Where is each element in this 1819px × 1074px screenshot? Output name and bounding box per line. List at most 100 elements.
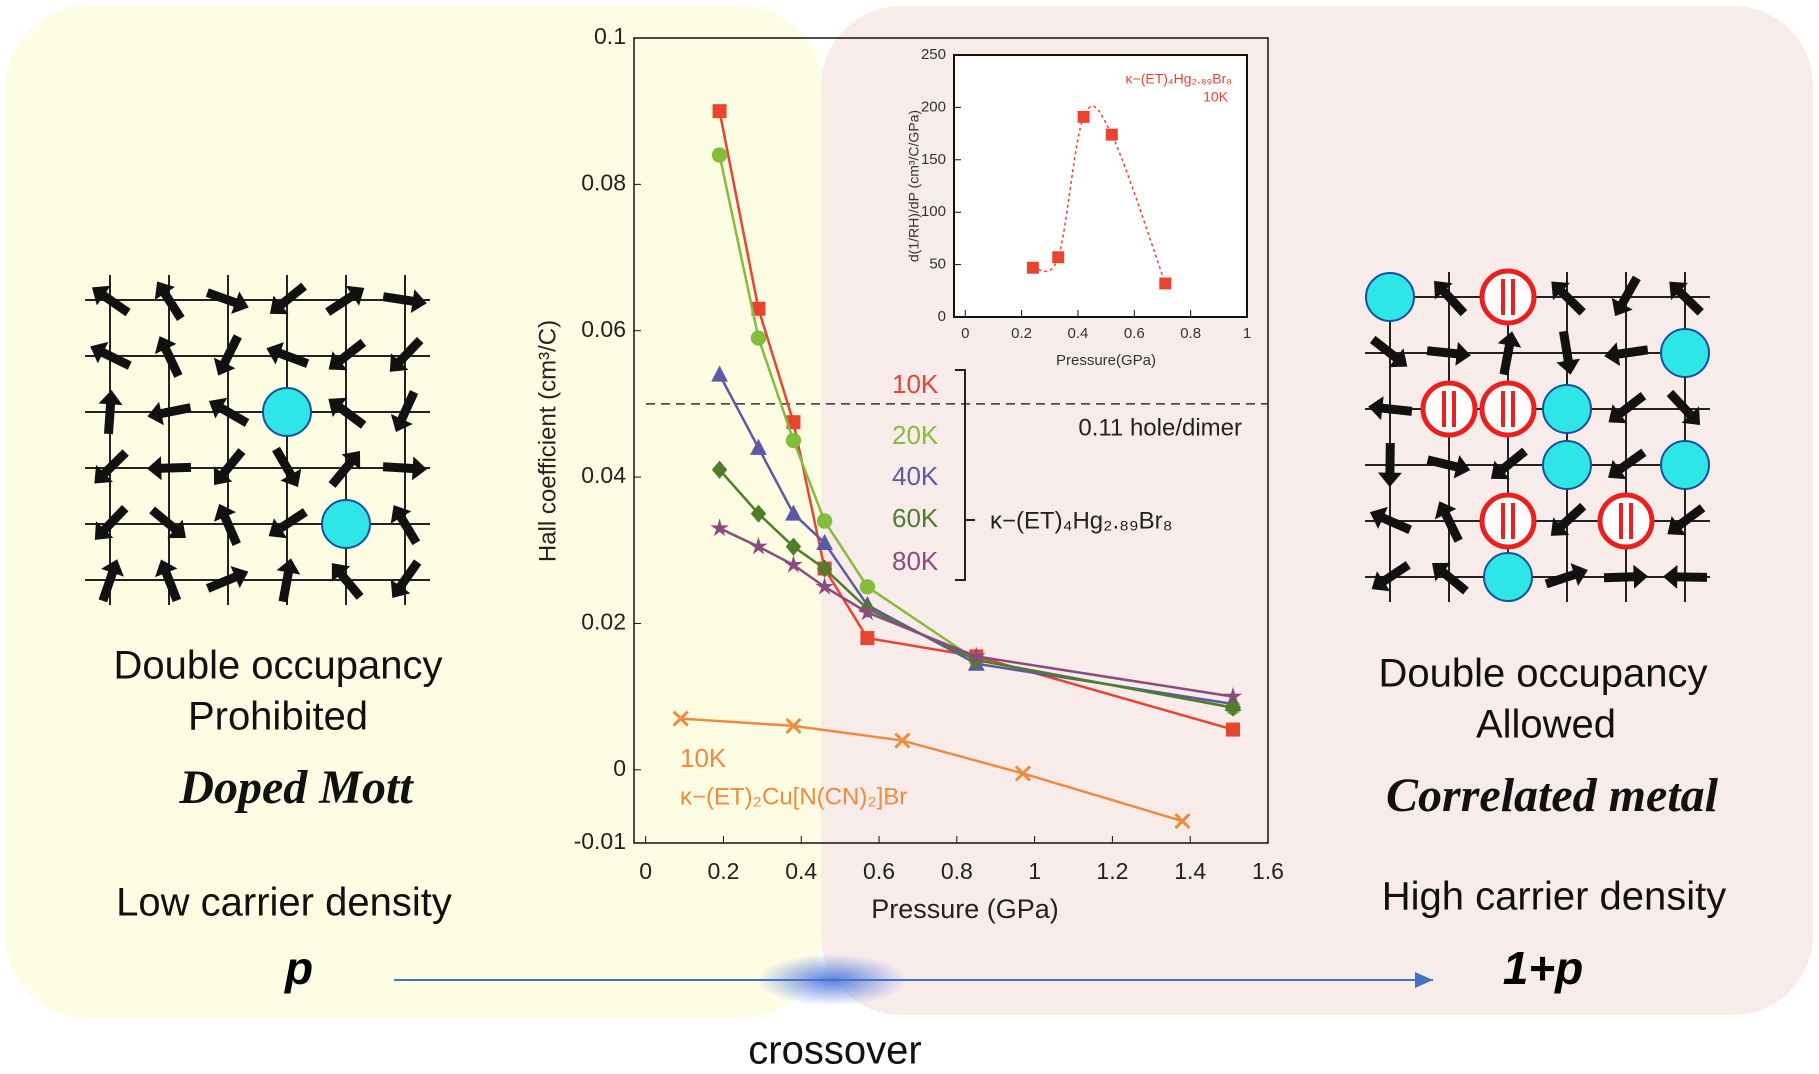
x-tick-label: 1.2 <box>1096 858 1128 884</box>
spin-arrow-head <box>1453 455 1471 479</box>
series-label: 10K <box>680 743 727 773</box>
point <box>1223 686 1243 705</box>
spin-arrow <box>205 288 241 309</box>
point <box>711 147 728 163</box>
spin-arrow-head <box>1633 564 1648 589</box>
point <box>750 504 767 523</box>
spin-arrow-head <box>1377 472 1402 487</box>
hole-site <box>1483 552 1533 602</box>
point <box>1174 812 1191 830</box>
point <box>859 579 876 595</box>
spin-arrow <box>395 390 419 425</box>
point <box>785 504 802 521</box>
spin-arrow <box>1437 285 1468 317</box>
spin-arrow-head <box>1490 460 1510 480</box>
inset-point <box>1105 128 1118 141</box>
spin-arrow-head <box>1681 406 1701 426</box>
spin-arrow-head <box>1551 281 1570 301</box>
spin-arrow-head <box>208 397 228 419</box>
y-tick-label: 50 <box>929 256 946 273</box>
spin-arrow-head <box>266 342 284 365</box>
spin-arrow-head <box>155 559 178 578</box>
spin-arrow <box>274 347 310 368</box>
spin-arrow <box>334 567 364 600</box>
spin-arrow <box>1436 565 1469 595</box>
y-tick-label: 0 <box>938 308 946 325</box>
point <box>672 710 689 727</box>
plot-frame <box>633 37 1269 844</box>
spin-arrow <box>98 567 119 603</box>
hole-site <box>1365 272 1415 322</box>
point <box>749 536 768 555</box>
point <box>858 602 877 621</box>
spin-arrow-head <box>91 285 111 306</box>
spin-arrow <box>1673 285 1704 316</box>
spin-arrow-head <box>1608 459 1627 480</box>
doublon-site <box>1597 492 1655 550</box>
x-tick-label: 0.8 <box>941 858 973 884</box>
x-tick-label: 1 <box>1243 325 1251 342</box>
spin-arrow <box>159 343 183 378</box>
spin-arrow-head <box>280 468 302 488</box>
point <box>711 365 728 382</box>
right-text: Allowed <box>1476 703 1616 747</box>
point <box>815 577 834 595</box>
x-tick-label: 0.6 <box>1124 325 1145 342</box>
right-regime: Correlated metal <box>1386 769 1719 822</box>
spin-arrow-head <box>331 563 351 582</box>
spin-arrow <box>97 289 131 317</box>
legend-label: 80K <box>892 546 939 576</box>
spin-arrow-head <box>94 521 114 540</box>
spin-arrow-head <box>1604 342 1621 366</box>
spin-arrow-head <box>167 519 186 539</box>
point <box>712 104 727 119</box>
spin-arrow <box>1426 346 1462 359</box>
spin-arrow <box>394 511 421 546</box>
point <box>966 646 986 665</box>
doublon-site <box>1420 380 1478 438</box>
y-axis-label: Hall coefficient (cm³/C) <box>534 320 561 562</box>
right-symbol: 1+p <box>1503 942 1584 994</box>
spin-arrow-head <box>1371 571 1391 592</box>
spin-arrow <box>1613 448 1647 476</box>
spin-arrow <box>156 462 192 473</box>
spin-arrow-head <box>154 281 175 300</box>
spin-arrow-head <box>269 295 289 315</box>
spin-arrow <box>394 559 422 593</box>
y-tick-label: 0.1 <box>594 23 626 49</box>
spin-arrow <box>205 571 241 593</box>
y-tick-label: 150 <box>921 151 946 168</box>
y-tick-label: 200 <box>921 98 946 115</box>
x-tick-label: 1.4 <box>1174 858 1206 884</box>
plot-frame <box>953 54 1248 318</box>
spin-arrow-head <box>276 558 301 575</box>
right-text: Double occupancy <box>1378 652 1707 696</box>
x-tick-label: 1.6 <box>1252 858 1284 884</box>
x-tick-label: 0.2 <box>707 858 739 884</box>
point <box>710 518 729 537</box>
spin-arrow <box>333 401 367 429</box>
point <box>785 432 802 449</box>
spin-arrow-head <box>154 336 177 355</box>
spin-arrow <box>1377 403 1413 416</box>
spin-arrow-head <box>213 357 236 376</box>
hole-site <box>1542 440 1592 490</box>
y-tick-label: -0.01 <box>574 828 626 854</box>
point <box>751 301 766 316</box>
inset-annotation: 10K <box>1203 89 1229 105</box>
point <box>894 732 911 749</box>
spin-arrow <box>382 462 418 474</box>
spin-arrow <box>1603 572 1639 583</box>
group-label: κ−(ET)₄Hg₂.₈₉Br₈ <box>990 507 1173 534</box>
point <box>1225 722 1240 737</box>
spin-arrow-head <box>1388 348 1408 368</box>
hole-site <box>262 387 312 437</box>
spin-arrow <box>103 399 116 435</box>
y-tick-label: 0.02 <box>581 609 626 635</box>
spin-arrow-head <box>390 414 413 433</box>
spin-arrow-head <box>98 390 123 406</box>
inset-point <box>1077 110 1090 123</box>
doublon-site <box>1479 380 1537 438</box>
spin-arrow <box>1672 572 1708 582</box>
